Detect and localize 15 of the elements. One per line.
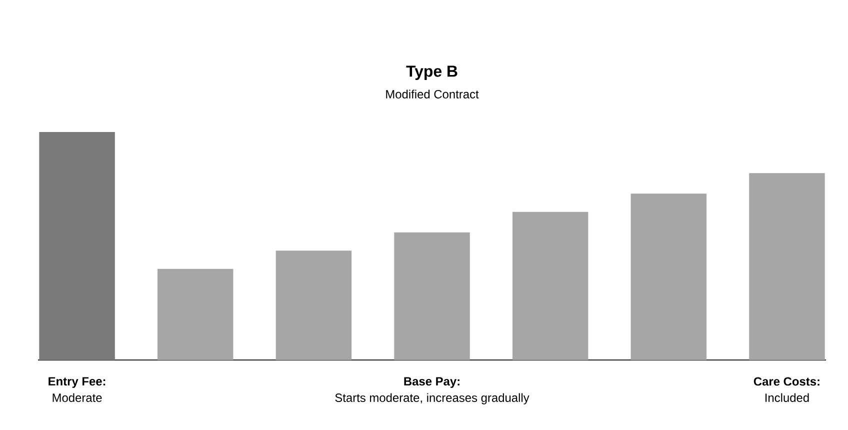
bar: [749, 173, 825, 360]
chart-title: Type B: [406, 66, 458, 80]
bar: [276, 250, 352, 360]
bar: [512, 212, 588, 360]
text: Starts moderate, increases gradually: [335, 393, 530, 404]
chart-subtitle: Modified Contract: [386, 90, 479, 98]
text: Moderate: [52, 393, 102, 402]
bar: [630, 194, 707, 360]
bar: [39, 132, 115, 360]
text: Base Pay:: [404, 377, 460, 388]
bar: [394, 232, 470, 360]
bar: [158, 268, 234, 360]
text: Care Costs:: [754, 377, 820, 386]
text: Entry Fee:: [48, 377, 106, 388]
text: Included: [765, 393, 809, 402]
